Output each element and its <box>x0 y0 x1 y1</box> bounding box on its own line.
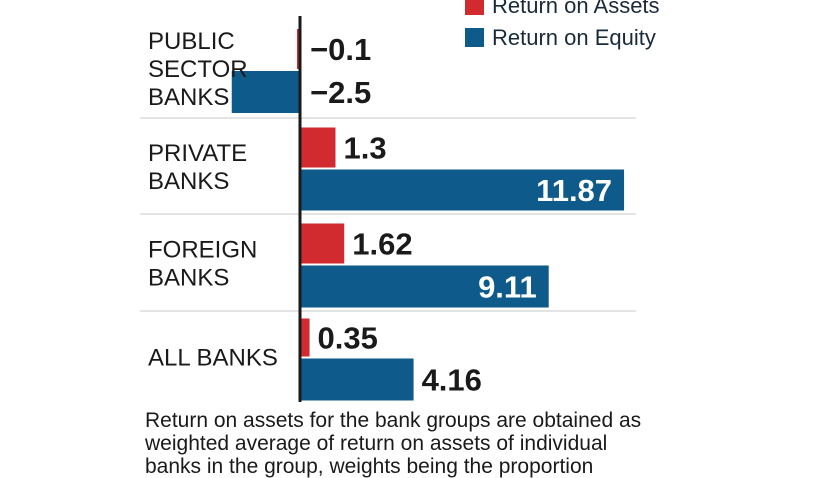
footnote: Return on assets for the bank groups are… <box>145 409 642 478</box>
gridlines <box>140 117 636 312</box>
bar-all-banks-return-on-assets <box>300 318 310 357</box>
category-label-public-sector-banks: PUBLIC SECTOR BANKS <box>148 28 248 111</box>
value-label-public-sector-banks-return-on-equity: −2.5 <box>310 75 371 110</box>
legend-label-return-on-equity: Return on Equity <box>492 25 656 50</box>
bar-foreign-banks-return-on-assets <box>300 223 345 264</box>
legend-label-return-on-assets: Return on Assets <box>492 0 660 18</box>
bar-all-banks-return-on-equity <box>300 358 414 401</box>
category-label-all-banks: ALL BANKS <box>148 345 278 372</box>
bank-returns-chart: Return on Assets Return on Equity PUBLIC S… <box>140 0 660 402</box>
value-label-foreign-banks-return-on-equity: 9.11 <box>478 270 537 305</box>
value-label-all-banks-return-on-equity: 4.16 <box>422 363 482 398</box>
value-labels: −0.1 −2.5 1.3 11.87 1.62 9.11 0.35 4.16 <box>310 32 612 398</box>
category-label-private-banks: PRIVATE BANKS <box>148 140 247 195</box>
category-label-foreign-banks: FOREIGN BANKS <box>148 237 257 292</box>
legend-swatch-return-on-assets <box>465 0 484 15</box>
legend-swatch-return-on-equity <box>465 28 484 47</box>
bar-private-banks-return-on-equity <box>300 169 625 211</box>
value-label-public-sector-banks-return-on-assets: −0.1 <box>310 32 371 67</box>
value-label-private-banks-return-on-equity: 11.87 <box>536 173 612 208</box>
category-labels: PUBLIC SECTOR BANKS PRIVATE BANKS FOREIGN BANK… <box>148 28 278 372</box>
bar-public-sector-banks-return-on-equity <box>231 71 300 113</box>
value-label-private-banks-return-on-assets: 1.3 <box>343 131 386 166</box>
bars <box>231 29 625 401</box>
bar-private-banks-return-on-assets <box>300 127 336 168</box>
bar-foreign-banks-return-on-equity <box>300 265 549 308</box>
legend: Return on Assets Return on Equity <box>465 0 660 50</box>
value-label-all-banks-return-on-assets: 0.35 <box>318 321 378 356</box>
value-label-foreign-banks-return-on-assets: 1.62 <box>352 227 412 262</box>
